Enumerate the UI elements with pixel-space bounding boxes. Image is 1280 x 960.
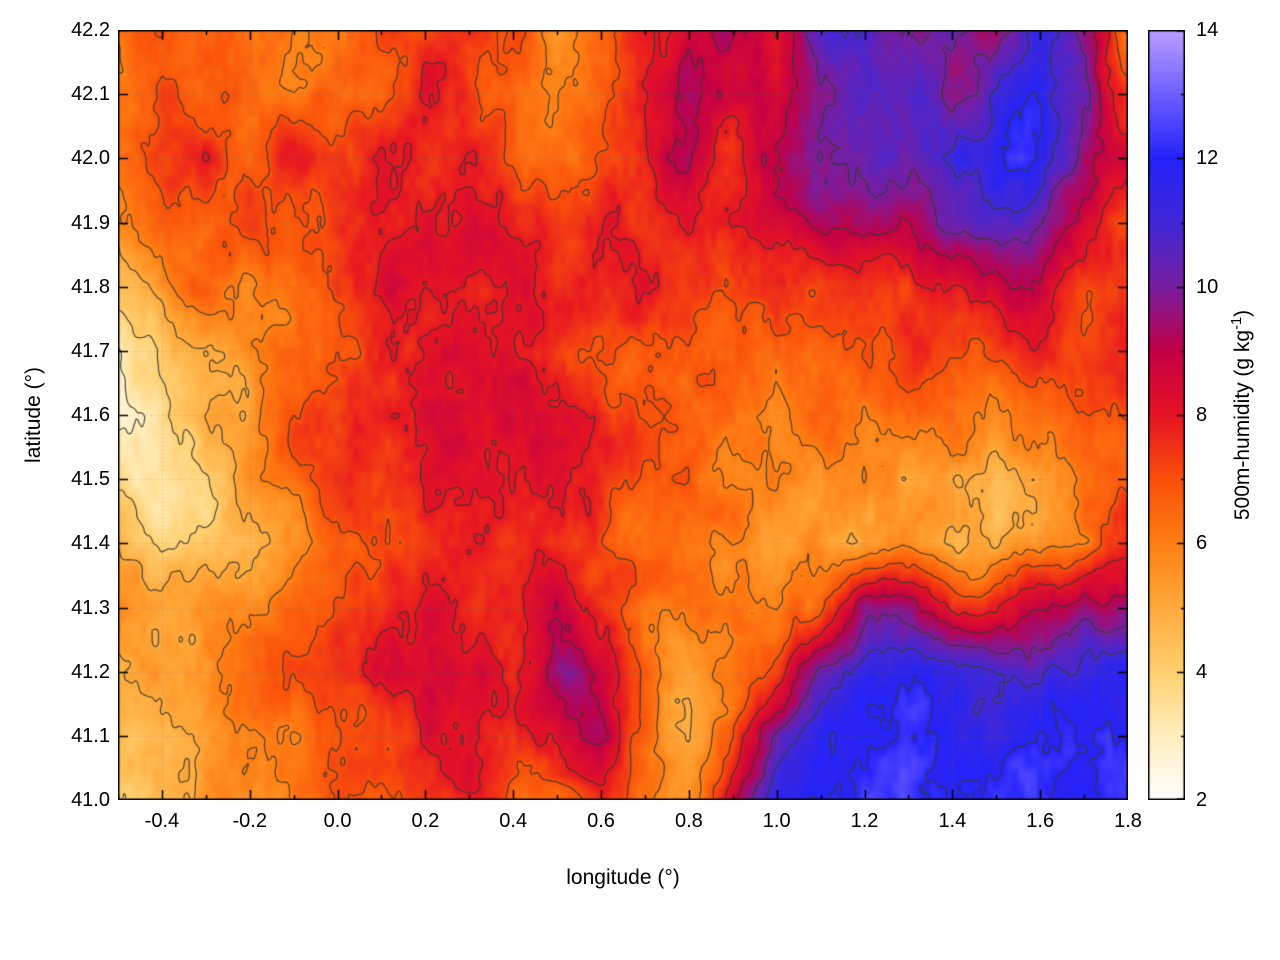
- y-tick-label: 41.9: [71, 211, 110, 234]
- y-tick-label: 42.1: [71, 83, 110, 106]
- colorbar-tick-label: 4: [1196, 660, 1208, 683]
- y-tick-label: 41.1: [71, 724, 110, 747]
- colorbar-tick-label: 14: [1196, 19, 1219, 41]
- x-tick-label: 0.6: [587, 810, 615, 832]
- x-axis-label: longitude (°): [566, 866, 680, 889]
- x-tick-label: 0.2: [411, 810, 440, 832]
- colorbar-tick-label: 10: [1196, 275, 1219, 298]
- y-tick-label: 42.0: [71, 147, 110, 170]
- x-tick-label: 1.4: [938, 810, 967, 832]
- x-tick-label: 1.8: [1114, 810, 1142, 832]
- colorbar-canvas: [1148, 30, 1185, 800]
- colorbar-tick-label: 8: [1196, 404, 1208, 426]
- y-tick-label: 41.0: [71, 789, 110, 811]
- y-tick-label: 41.6: [71, 404, 110, 426]
- y-tick-label: 41.3: [71, 596, 110, 619]
- x-tick-label: 0.4: [499, 810, 528, 832]
- colorbar-label-end: ): [1231, 309, 1254, 317]
- x-tick-label: -0.4: [144, 810, 180, 832]
- x-tick-label: 1.6: [1026, 810, 1055, 832]
- x-tick-label: 0.0: [323, 810, 352, 832]
- y-tick-label: 41.2: [71, 660, 110, 683]
- y-axis-label: latitude (°): [22, 367, 45, 463]
- colorbar-tick-label: 6: [1196, 532, 1208, 555]
- x-tick-label: 0.8: [674, 810, 703, 832]
- colorbar-tick-label: 2: [1196, 789, 1208, 811]
- colorbar-label-main: 500m-humidity (g kg: [1231, 329, 1254, 521]
- colorbar-label-sup: -1: [1229, 316, 1245, 330]
- x-tick-label: 1.0: [762, 810, 791, 832]
- y-tick-label: 41.4: [71, 532, 110, 555]
- y-tick-label: 41.7: [71, 339, 110, 362]
- x-tick-label: -0.2: [232, 810, 267, 832]
- y-tick-label: 41.5: [71, 468, 110, 491]
- heatmap-canvas: [118, 30, 1128, 800]
- colorbar-label: 500m-humidity (g kg-1): [1229, 310, 1255, 520]
- colorbar-tick-label: 12: [1196, 147, 1219, 170]
- y-tick-label: 41.8: [71, 275, 110, 298]
- y-tick-label: 42.2: [71, 19, 110, 41]
- x-tick-label: 1.2: [850, 810, 879, 832]
